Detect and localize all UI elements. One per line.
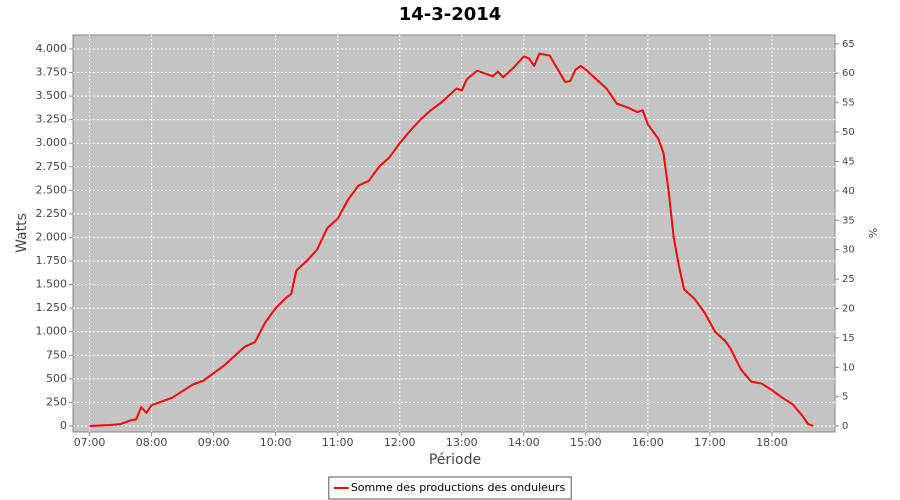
x-tick-label: 15:00 — [570, 436, 602, 449]
y-tick-label: 0 — [60, 419, 67, 432]
y2-tick-label: 30 — [842, 245, 855, 256]
y-tick-label: 2.000 — [36, 230, 68, 243]
y2-tick-label: 20 — [842, 303, 855, 314]
data-line — [89, 52, 814, 427]
y-tick-label: 1.000 — [36, 325, 68, 338]
y2-axis-label: % — [866, 228, 879, 238]
y-tick-label: 3.000 — [36, 136, 68, 149]
x-tick-label: 16:00 — [632, 436, 664, 449]
y2-tick-label: 5 — [842, 392, 848, 403]
y-axis-label: Watts — [14, 213, 30, 253]
plot-area — [72, 34, 836, 433]
x-tick-label: 11:00 — [322, 436, 354, 449]
y-tick-label: 1.500 — [36, 278, 68, 291]
y2-tick-label: 50 — [842, 127, 855, 138]
y2-tick-label: 0 — [842, 421, 848, 432]
y-tick-label: 3.250 — [36, 113, 68, 126]
y-tick-label: 1.250 — [36, 301, 68, 314]
y2-tick-label: 65 — [842, 39, 855, 50]
y2-tick-label: 10 — [842, 362, 855, 373]
legend-label: Somme des productions des onduleurs — [351, 481, 566, 494]
y-tick-label: 500 — [46, 372, 67, 385]
chart-title: 14-3-2014 — [399, 4, 502, 25]
x-tick-label: 14:00 — [508, 436, 540, 449]
x-tick-label: 10:00 — [260, 436, 292, 449]
y-tick-label: 4.000 — [36, 42, 68, 55]
x-tick-label: 18:00 — [756, 436, 788, 449]
y-tick-label: 2.500 — [36, 183, 68, 196]
y-tick-label: 750 — [46, 348, 67, 361]
y-tick-label: 2.250 — [36, 207, 68, 220]
x-tick-label: 12:00 — [384, 436, 416, 449]
y-tick-label: 3.750 — [36, 66, 68, 79]
y-tick-label: 3.500 — [36, 89, 68, 102]
y2-tick-label: 35 — [842, 215, 855, 226]
legend-box — [328, 476, 572, 500]
y2-tick-label: 60 — [842, 68, 855, 79]
x-axis-label: Période — [429, 452, 481, 468]
y2-tick-label: 45 — [842, 156, 855, 167]
x-tick-label: 13:00 — [446, 436, 478, 449]
x-tick-label: 08:00 — [136, 436, 168, 449]
x-tick-label: 17:00 — [694, 436, 726, 449]
legend: Somme des productions des onduleurs — [328, 476, 572, 500]
y-tick-label: 2.750 — [36, 160, 68, 173]
y-tick-label: 1.750 — [36, 254, 68, 267]
x-tick-label: 09:00 — [198, 436, 230, 449]
y-tick-label: 250 — [46, 395, 67, 408]
y2-tick-label: 15 — [842, 333, 855, 344]
y2-tick-label: 40 — [842, 186, 855, 197]
y2-tick-label: 25 — [842, 274, 855, 285]
y2-tick-label: 55 — [842, 98, 855, 109]
x-tick-label: 07:00 — [74, 436, 106, 449]
